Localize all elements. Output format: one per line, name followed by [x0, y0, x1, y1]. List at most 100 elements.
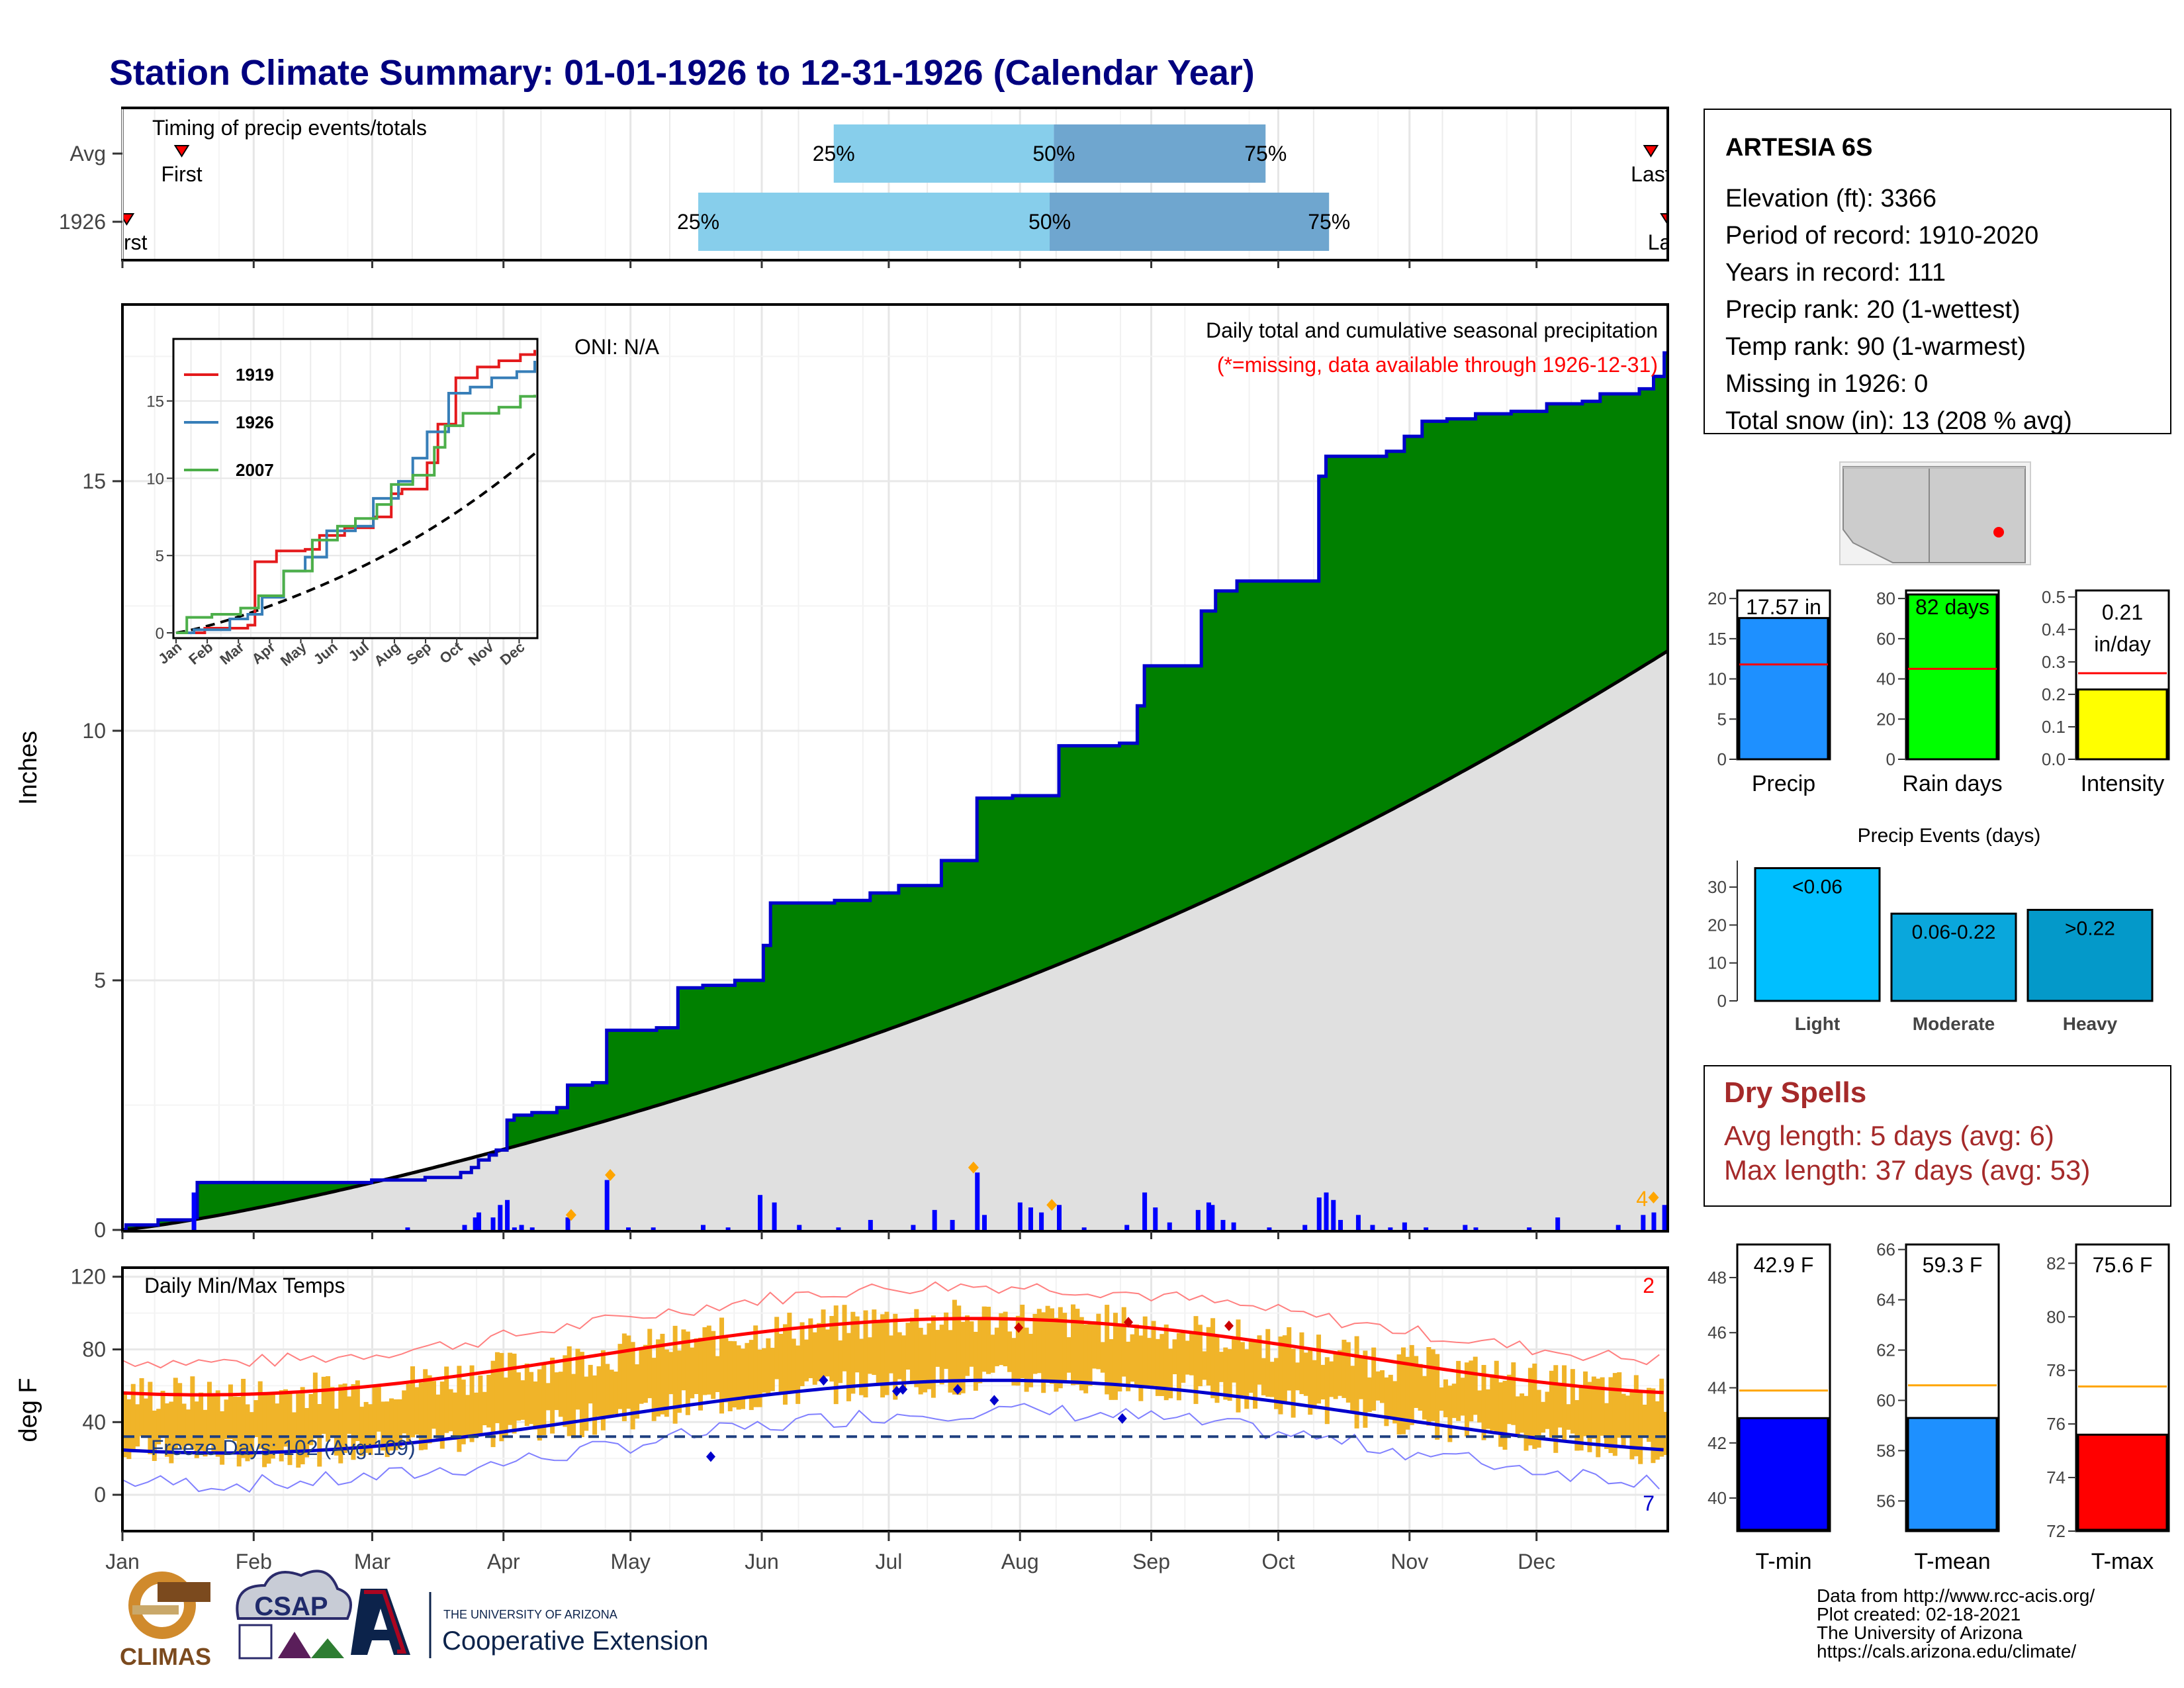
daily-temp-bar: [1354, 1336, 1359, 1429]
daily-temp-bar: [410, 1366, 416, 1438]
ua-logo: THE UNIVERSITY OF ARIZONA Cooperative Ex…: [351, 1589, 708, 1658]
timing-row-labels: Avg 1926: [59, 142, 122, 234]
daily-temp-bar: [782, 1324, 788, 1405]
daily-temp-bar: [283, 1389, 289, 1447]
daily-precip-marker: [1046, 1199, 1058, 1211]
daily-precip-bar: [498, 1205, 503, 1230]
daily-temp-bar: [368, 1404, 373, 1455]
daily-temp-bar: [614, 1371, 619, 1414]
temp-bar-tick-label: 82: [2046, 1253, 2066, 1273]
daily-temp-bar: [651, 1358, 657, 1421]
daily-temp-bar: [211, 1393, 216, 1452]
daily-temp-bar: [1545, 1391, 1550, 1429]
daily-temp-bar: [1490, 1374, 1495, 1431]
daily-temp-bar: [1400, 1347, 1406, 1434]
daily-temp-bar: [719, 1317, 725, 1414]
summary-tick-label: 5: [1717, 709, 1727, 729]
station-details: Elevation (ft): 3366 Period of record: 19…: [1725, 185, 2072, 435]
month-label: Jan: [105, 1550, 140, 1573]
daily-temp-bar: [1138, 1335, 1144, 1401]
events-bar-label: <0.06: [1792, 876, 1843, 898]
daily-temp-bar: [1570, 1369, 1575, 1434]
temp-y-axis: 0 40 80 120: [71, 1265, 122, 1507]
timing-pct-label: 50%: [1028, 210, 1071, 234]
daily-temp-bar: [135, 1404, 140, 1447]
daily-temp-bar: [376, 1384, 381, 1432]
temp-bar-tick-label: 62: [1876, 1340, 1895, 1360]
daily-temp-bar: [647, 1329, 653, 1399]
daily-temp-bar: [1663, 1411, 1668, 1455]
daily-temp-bar: [130, 1383, 136, 1451]
daily-temp-bar: [1303, 1352, 1308, 1396]
daily-temp-bar: [1566, 1404, 1571, 1430]
daily-temp-bar: [609, 1370, 614, 1417]
daily-temp-bar: [1659, 1378, 1664, 1457]
daily-temp-bar: [1562, 1365, 1567, 1442]
daily-temp-bar: [177, 1383, 183, 1446]
ua-top-text: THE UNIVERSITY OF ARIZONA: [443, 1608, 617, 1621]
daily-precip-bar: [1615, 1225, 1621, 1230]
month-label: Feb: [236, 1550, 272, 1573]
daily-temp-bar: [444, 1366, 449, 1433]
cumulative-line: [122, 351, 1668, 1232]
record-marker: [953, 1383, 963, 1395]
month-x-axis: Jan Feb Mar Apr May Jun Jul Aug Sep Oct Nov Dec: [105, 260, 1555, 1573]
temp-bar-label: T-max: [2091, 1549, 2154, 1574]
daily-temp-bar: [220, 1411, 225, 1465]
timing-pct-label: 50%: [1032, 142, 1075, 165]
daily-temp-bar: [1392, 1381, 1398, 1424]
state-outline-nm: [1929, 466, 2026, 563]
events-tick-label: 20: [1707, 915, 1727, 935]
daily-temp-bar: [723, 1338, 729, 1403]
daily-temp-bar: [461, 1380, 466, 1444]
daily-temp-bar: [745, 1342, 750, 1398]
daily-temp-bar: [1083, 1324, 1089, 1393]
daily-temp-bar: [736, 1345, 741, 1410]
daily-temp-bar: [698, 1337, 704, 1411]
first-label: First: [106, 230, 147, 254]
precip-legend-title: Daily total and cumulative seasonal prec…: [1206, 318, 1658, 342]
daily-temp-bar: [812, 1332, 817, 1385]
summary-tick-label: 0.1: [2042, 717, 2066, 737]
month-label: Jul: [875, 1550, 902, 1573]
daily-temp-bar: [1520, 1393, 1525, 1433]
daily-temp-bar: [1155, 1338, 1160, 1396]
daily-temp-bar: [1367, 1377, 1372, 1412]
daily-precip-bar: [982, 1215, 987, 1230]
record-marker: [705, 1451, 715, 1462]
daily-temp-bar: [529, 1372, 534, 1425]
daily-temp-bar: [1633, 1375, 1639, 1456]
daily-precip-bar: [651, 1227, 656, 1230]
daily-temp-bar: [439, 1382, 445, 1449]
daily-temp-bar: [833, 1305, 839, 1405]
daily-temp-bar: [1223, 1347, 1228, 1400]
daily-temp-bar: [296, 1393, 301, 1468]
daily-temp-bar: [732, 1341, 737, 1408]
dry-spells-max: Max length: 37 days (avg: 53): [1724, 1154, 2090, 1186]
daily-temp-bar: [715, 1356, 720, 1392]
daily-temp-bar: [770, 1348, 775, 1391]
daily-temp-bar: [1028, 1333, 1034, 1387]
daily-temp-bar: [206, 1382, 212, 1445]
credit-line: Data from http://www.rcc-acis.org/: [1817, 1585, 2095, 1606]
month-label: Jun: [745, 1550, 779, 1573]
record-marker: [1123, 1317, 1133, 1328]
events-bar-label: >0.22: [2065, 917, 2115, 939]
daily-temp-bar: [803, 1339, 809, 1382]
summary-tick-label: 0.4: [2042, 620, 2066, 639]
daily-temp-bar: [690, 1347, 695, 1399]
temp-bar-tick-label: 64: [1876, 1290, 1895, 1310]
daily-precip-bar: [1355, 1215, 1361, 1230]
inset-tick-label: 0: [156, 625, 164, 643]
precip-y-axis: 0 5 10 15: [82, 469, 122, 1242]
daily-precip-bar: [1153, 1207, 1158, 1230]
daily-temp-bar: [520, 1380, 525, 1420]
daily-temp-bar: [635, 1364, 640, 1419]
daily-temp-bar: [1105, 1305, 1110, 1395]
daily-temp-bar: [842, 1305, 847, 1372]
daily-temp-bar: [672, 1325, 678, 1424]
daily-temp-bar: [1642, 1404, 1647, 1438]
daily-temp-bar: [516, 1372, 521, 1421]
daily-temp-bar: [321, 1376, 326, 1434]
daily-precip-bar: [1081, 1227, 1087, 1230]
